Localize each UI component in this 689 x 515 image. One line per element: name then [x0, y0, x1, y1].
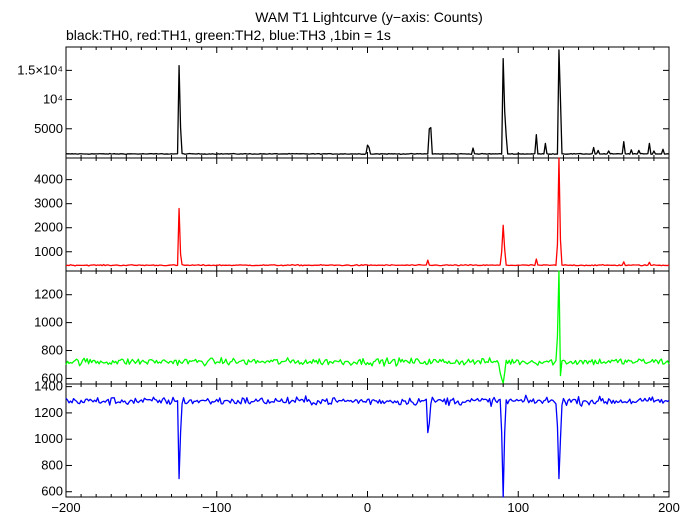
- panel-frame-TH1: [65, 157, 670, 272]
- y-tick-label-TH3: 1000: [34, 431, 63, 446]
- series-line-TH2: [65, 270, 670, 384]
- y-tick-label-TH2: 1200: [34, 287, 63, 302]
- y-tick-label-TH2: 1000: [34, 315, 63, 330]
- y-tick-label-TH3: 600: [41, 484, 63, 499]
- y-tick-label-TH3: 800: [41, 457, 63, 472]
- y-tick-label-TH0: 1.5×10⁴: [17, 62, 63, 77]
- series-line-TH1: [65, 157, 670, 267]
- panel-frame-TH0: [65, 46, 670, 159]
- series-line-TH0: [65, 49, 670, 156]
- panels-group: 500010⁴1.5×10⁴10002000300040006008001000…: [17, 46, 680, 515]
- x-tick-label: −100: [202, 500, 231, 515]
- chart-subtitle: black:TH0, red:TH1, green:TH2, blue:TH3 …: [66, 27, 391, 43]
- y-tick-label-TH2: 600: [41, 370, 63, 385]
- y-tick-label-TH1: 2000: [34, 220, 63, 235]
- y-tick-label-TH3: 1200: [34, 405, 63, 420]
- y-tick-label-TH1: 1000: [34, 244, 63, 259]
- y-tick-label-TH0: 5000: [34, 121, 63, 136]
- y-tick-label-TH2: 800: [41, 343, 63, 358]
- y-tick-label-TH1: 3000: [34, 196, 63, 211]
- y-tick-label-TH1: 4000: [34, 172, 63, 187]
- chart-title: WAM T1 Lightcurve (y−axis: Counts): [255, 9, 483, 25]
- x-tick-label: 200: [658, 500, 680, 515]
- panel-frame-TH2: [65, 270, 670, 385]
- series-line-TH3: [65, 394, 670, 498]
- x-tick-label: −200: [51, 500, 80, 515]
- x-tick-label: 100: [507, 500, 529, 515]
- x-tick-label: 0: [364, 500, 371, 515]
- y-tick-label-TH0: 10⁴: [43, 92, 63, 107]
- y-tick-label-TH3: 1400: [34, 379, 63, 394]
